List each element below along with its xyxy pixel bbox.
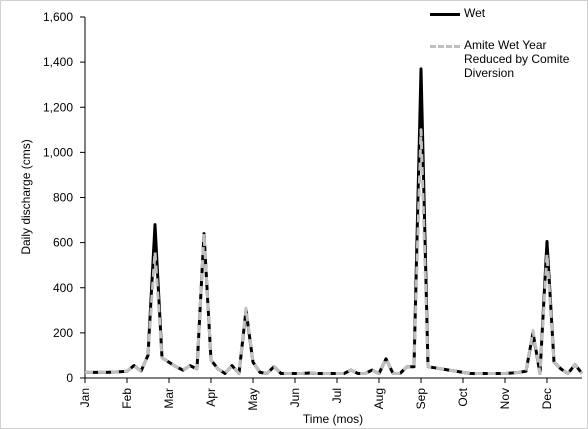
legend-label: Amite Wet Year Reduced by Comite Diversi… — [464, 38, 570, 80]
x-axis-title: Time (mos) — [303, 412, 363, 426]
y-tick-label: 200 — [53, 326, 73, 340]
x-tick-label: Feb — [120, 388, 134, 409]
legend-item: Wet — [430, 6, 586, 20]
x-tick-label: Dec — [540, 388, 554, 409]
series-line — [85, 67, 584, 375]
y-tick-label: 0 — [66, 371, 73, 385]
x-tick-label: Sep — [414, 388, 428, 410]
y-tick-label: 1,000 — [43, 145, 73, 159]
legend: Wet Amite Wet Year Reduced by Comite Dive… — [430, 6, 586, 98]
legend-item: Amite Wet Year Reduced by Comite Diversi… — [430, 38, 586, 80]
series-line — [85, 128, 584, 375]
y-tick-label: 1,200 — [43, 100, 73, 114]
legend-swatch — [430, 45, 460, 48]
y-tick-label: 1,600 — [43, 10, 73, 24]
x-tick-label: Oct — [456, 387, 470, 406]
y-axis-title: Daily discharge (cms) — [19, 139, 33, 254]
y-tick-label: 1,400 — [43, 55, 73, 69]
x-tick-label: Aug — [372, 388, 386, 409]
y-tick-label: 800 — [53, 191, 73, 205]
x-tick-label: Jan — [78, 388, 92, 407]
x-tick-label: Mar — [162, 388, 176, 409]
y-tick-label: 400 — [53, 281, 73, 295]
x-tick-label: Nov — [498, 388, 512, 409]
legend-swatch — [430, 13, 460, 16]
x-tick-label: Jul — [330, 388, 344, 403]
legend-label: Wet — [464, 6, 486, 20]
y-tick-label: 600 — [53, 236, 73, 250]
x-tick-label: Apr — [204, 388, 218, 407]
x-tick-label: Jun — [288, 388, 302, 407]
x-tick-label: May — [246, 388, 260, 411]
